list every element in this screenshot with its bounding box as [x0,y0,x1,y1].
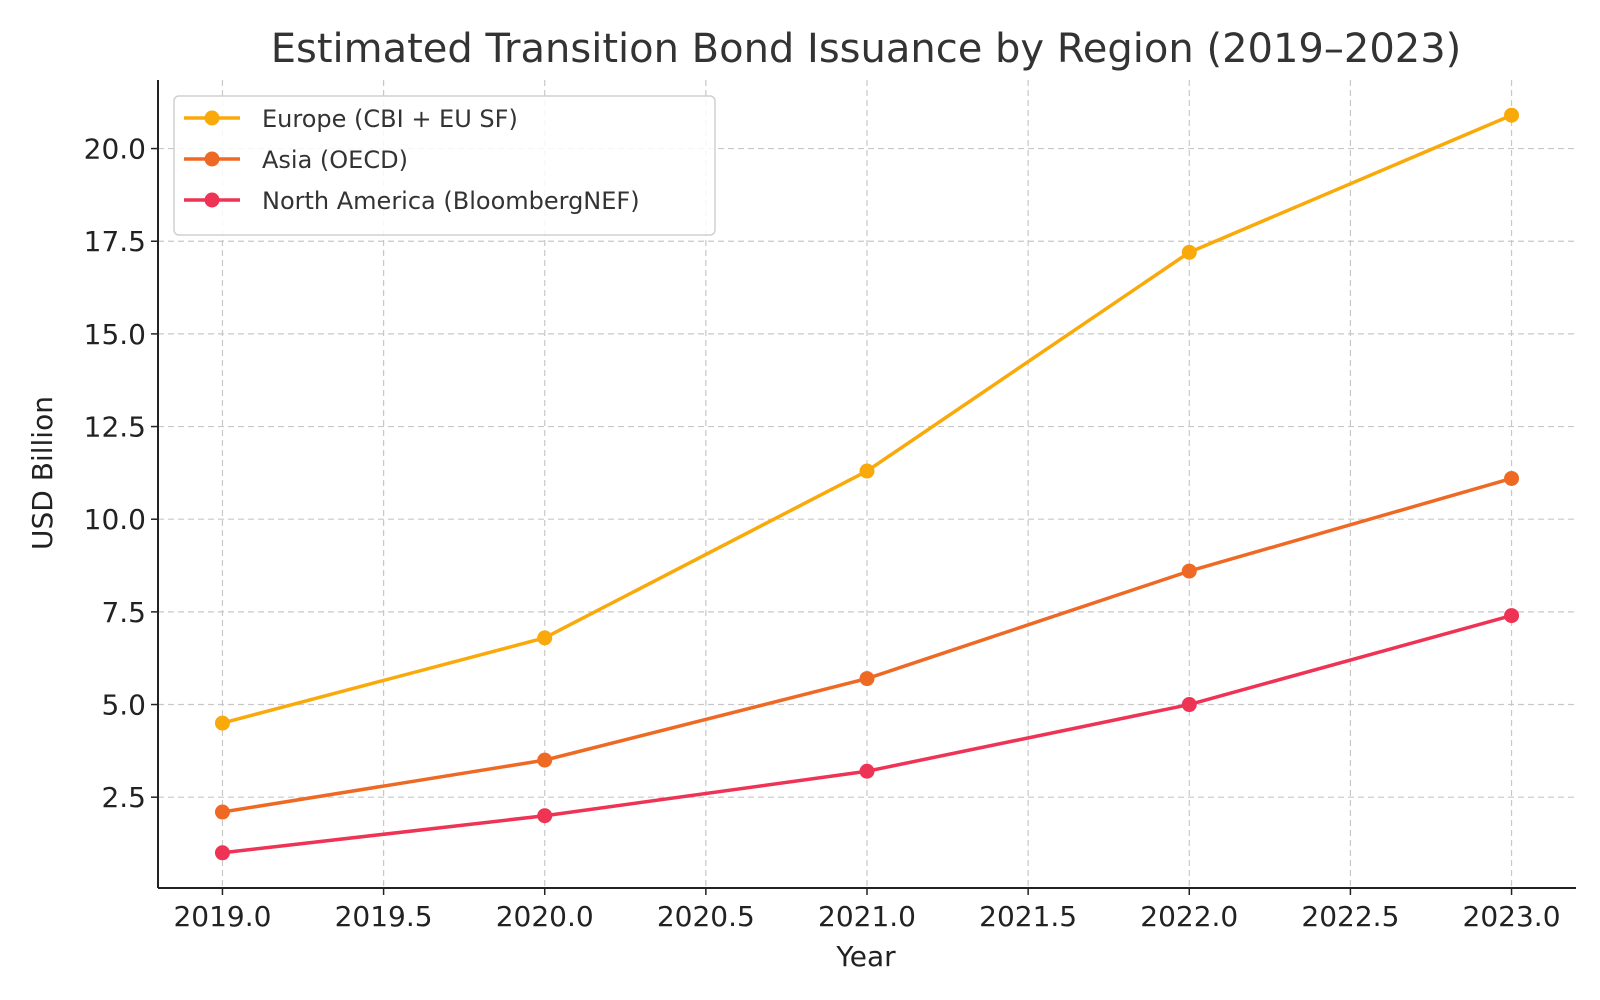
data-point [1504,608,1520,624]
y-tick-label: 5.0 [101,689,146,722]
y-tick-label: 12.5 [84,411,146,444]
y-axis-label: USD Billion [26,396,59,550]
data-point [1181,563,1197,579]
data-point [537,752,553,768]
x-axis-ticks: 2019.0 2019.5 2020.0 2020.5 2021.0 2021.5 2022… [173,888,1561,933]
data-point [214,804,230,820]
x-tick-label: 2023.0 [1463,900,1561,933]
legend-label-0: Europe (CBI + EU SF) [262,105,518,133]
chart-title: Estimated Transition Bond Issuance by Re… [271,26,1462,72]
y-tick-label: 15.0 [84,318,146,351]
data-point [1181,697,1197,713]
data-point [859,671,875,687]
legend-marker-0 [204,110,220,126]
data-point [537,808,553,824]
data-point [859,763,875,779]
x-tick-label: 2022.5 [1301,900,1399,933]
y-tick-label: 17.5 [84,225,146,258]
x-axis-label: Year [835,940,896,973]
legend: Europe (CBI + EU SF) Asia (OECD) North Ame… [173,95,716,236]
legend-marker-2 [204,192,220,208]
x-tick-label: 2020.5 [657,900,755,933]
data-point [859,463,875,479]
data-point [214,845,230,861]
y-tick-label: 10.0 [84,503,146,536]
legend-marker-1 [204,151,220,167]
x-tick-label: 2022.0 [1140,900,1238,933]
data-point [1181,244,1197,260]
x-tick-label: 2019.5 [335,900,433,933]
y-tick-label: 7.5 [101,596,146,629]
legend-label-2: North America (BloombergNEF) [262,187,640,215]
y-axis-ticks: 2.5 5.0 7.5 10.0 12.5 15.0 17.5 20.0 [84,133,158,814]
grid [158,80,1576,888]
data-point [1504,470,1520,486]
x-tick-label: 2019.0 [173,900,271,933]
data-point [537,630,553,646]
x-tick-label: 2021.5 [979,900,1077,933]
y-tick-label: 2.5 [101,781,146,814]
legend-box [173,95,716,236]
legend-label-1: Asia (OECD) [262,146,408,174]
y-tick-label: 20.0 [84,133,146,166]
series-points [214,107,1520,861]
data-point [214,715,230,731]
x-tick-label: 2020.0 [496,900,594,933]
data-point [1504,107,1520,123]
x-tick-label: 2021.0 [818,900,916,933]
